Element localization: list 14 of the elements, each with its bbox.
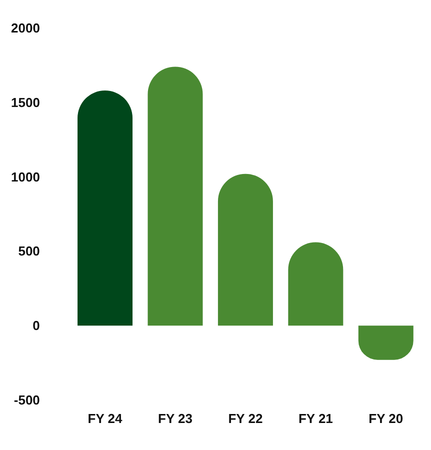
y-tick-label: 1500 — [11, 94, 40, 110]
y-tick-label: 2000 — [11, 20, 40, 36]
bar — [218, 174, 273, 326]
x-tick-label: FY 23 — [158, 411, 192, 426]
y-tick-label: -500 — [14, 392, 40, 408]
bar — [148, 66, 203, 326]
bar — [78, 90, 133, 326]
x-tick-label: FY 22 — [228, 411, 263, 426]
y-tick-label: 1000 — [11, 169, 40, 184]
x-tick-label: FY 21 — [298, 411, 333, 426]
y-tick-label: 0 — [32, 318, 40, 334]
y-tick-label: 500 — [18, 244, 40, 259]
x-tick-label: FY 24 — [88, 411, 124, 426]
x-tick-label: FY 20 — [368, 411, 404, 426]
